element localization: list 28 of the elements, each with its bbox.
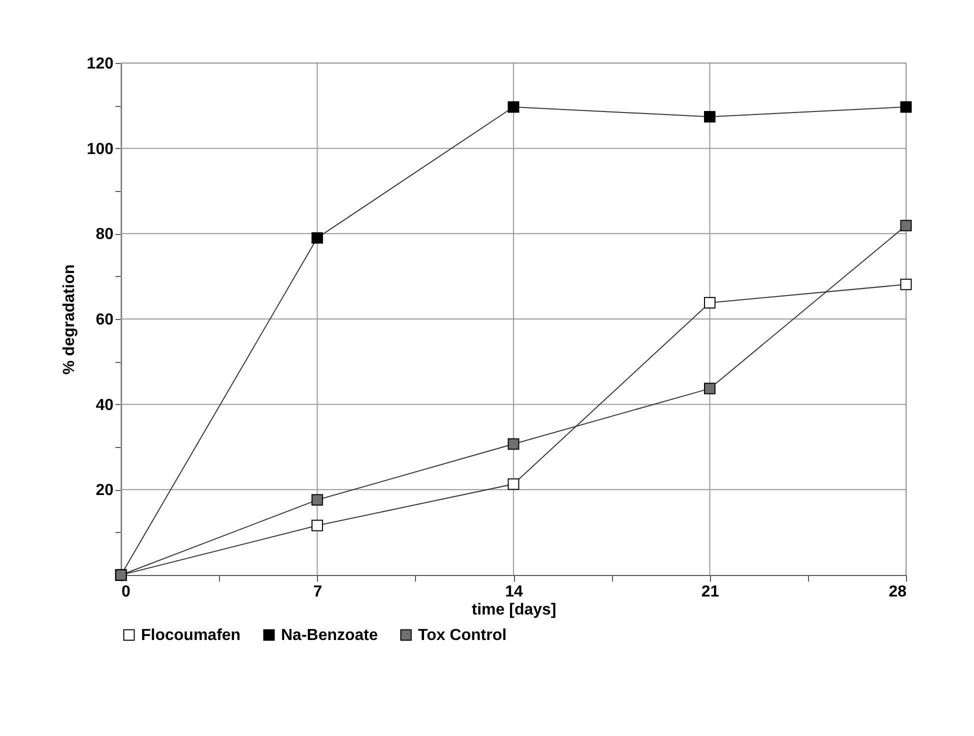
point: [312, 520, 323, 532]
x-tick-label: 14: [505, 584, 523, 600]
point: [704, 382, 716, 394]
x-tick-label: 28: [888, 584, 907, 600]
point: [312, 232, 323, 244]
x-tick-label: 0: [122, 584, 130, 600]
point: [900, 101, 912, 113]
point: [508, 101, 520, 113]
y-tick-label: 120: [86, 56, 114, 72]
x-tick-label: 21: [701, 584, 720, 600]
point: [704, 111, 716, 123]
legend-label: Na-Benzoate: [281, 627, 378, 644]
point: [508, 438, 520, 450]
y-axis-title: % degradation: [60, 264, 78, 375]
x-tick-label: 7: [313, 584, 322, 600]
y-tick-label: 40: [96, 396, 114, 414]
point: [508, 478, 520, 490]
y-tick-label: 80: [96, 226, 114, 244]
point: [704, 297, 716, 309]
legend-label: Flocoumafen: [141, 627, 241, 644]
point: [900, 278, 912, 290]
y-tick-label: 20: [96, 482, 114, 500]
point: [900, 220, 912, 232]
x-axis-title: time [days]: [472, 602, 556, 618]
y-tick-label: 100: [86, 140, 114, 158]
point: [312, 494, 323, 506]
legend-label: Tox Control: [418, 627, 507, 644]
y-tick-label: 60: [96, 312, 114, 328]
